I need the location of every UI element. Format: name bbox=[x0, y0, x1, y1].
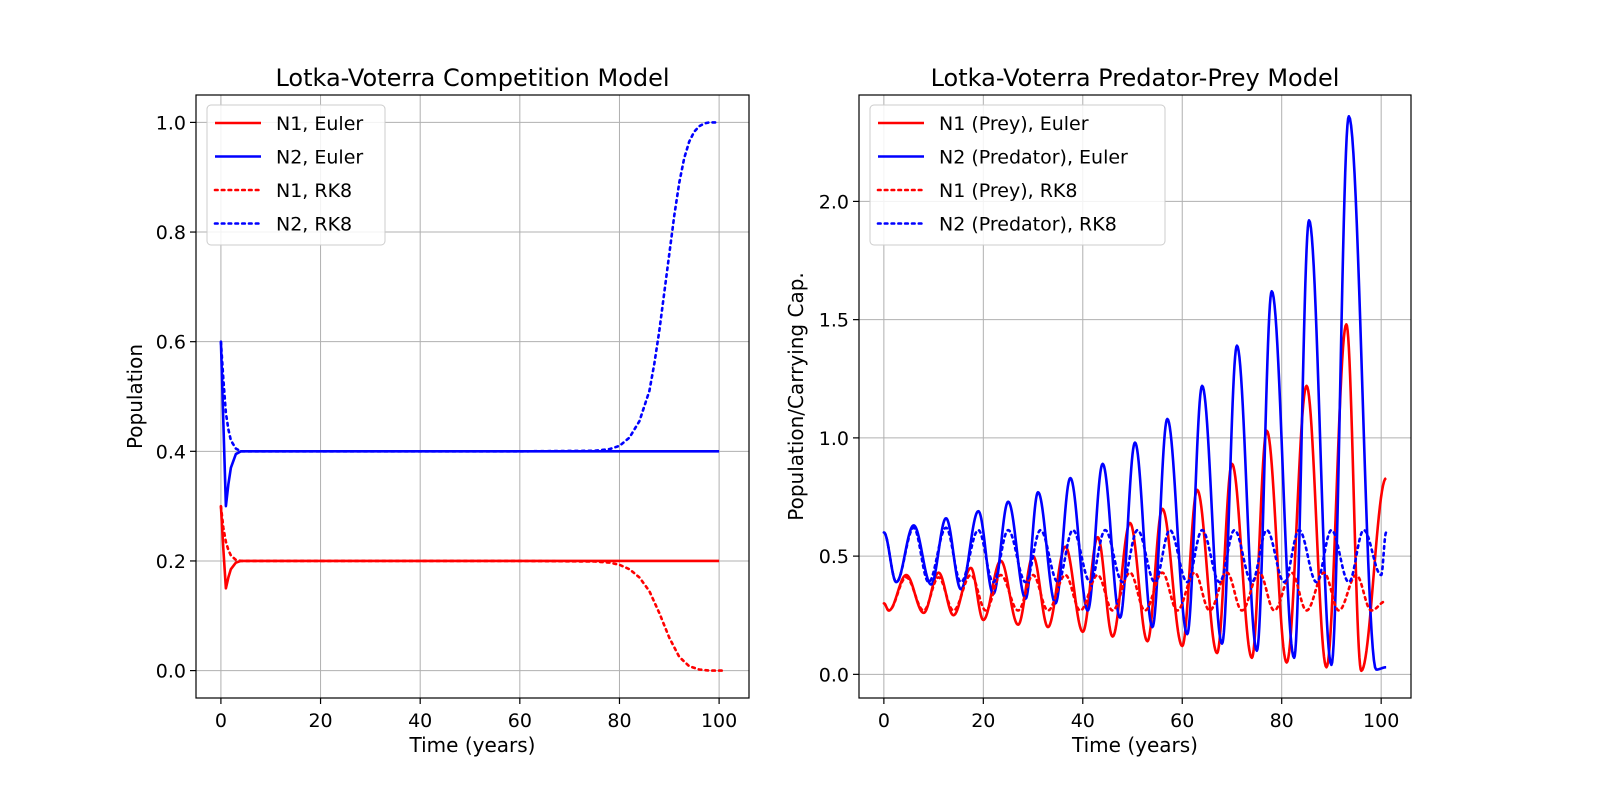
x-axis-label: Time (years) bbox=[1071, 733, 1198, 757]
chart-title: Lotka-Voterra Predator-Prey Model bbox=[931, 64, 1340, 92]
legend-box bbox=[206, 104, 386, 246]
legend-entry: N1 (Prey), Euler bbox=[939, 113, 1089, 135]
series-line-4 bbox=[882, 526, 1388, 584]
x-axis-label: Time (years) bbox=[409, 733, 536, 757]
y-tick-label: 0.8 bbox=[156, 222, 186, 244]
x-tick-label: 80 bbox=[1270, 710, 1294, 732]
legend-entry: N1 (Prey), RK8 bbox=[939, 180, 1077, 202]
y-tick-label: 1.5 bbox=[819, 310, 849, 332]
legend-entry: N2 (Predator), RK8 bbox=[939, 214, 1117, 236]
y-axis-label: Population bbox=[123, 344, 147, 449]
x-tick-label: 100 bbox=[701, 710, 737, 732]
y-tick-label: 0.2 bbox=[156, 551, 186, 573]
legend: N1 (Prey), Euler N2 (Predator), Euler N1 (… bbox=[869, 104, 1166, 246]
y-tick-label: 0.0 bbox=[156, 661, 186, 683]
series-line-1 bbox=[219, 506, 720, 590]
legend-entry: N2, Euler bbox=[276, 147, 363, 169]
x-tick-label: 0 bbox=[215, 710, 227, 732]
plot-frame bbox=[195, 94, 750, 699]
legend: N1, Euler N2, Euler N1, RK8 N2, RK8 bbox=[206, 104, 386, 246]
x-tick-label: 80 bbox=[607, 710, 631, 732]
legend-entry: N1, RK8 bbox=[276, 180, 352, 202]
y-tick-label: 0.5 bbox=[819, 546, 849, 568]
chart-predator-prey: 0 20 40 60 80 100 0.0 0.5 1.0 1.5 2.0 Lotka-Voterra… bbox=[784, 64, 1412, 757]
y-tick-label: 2.0 bbox=[819, 191, 849, 213]
chart-title: Lotka-Voterra Competition Model bbox=[275, 64, 669, 92]
x-tick-label: 40 bbox=[1071, 710, 1095, 732]
y-tick-label: 0.4 bbox=[156, 441, 186, 463]
x-tick-label: 60 bbox=[508, 710, 532, 732]
y-tick-label: 0.0 bbox=[819, 664, 849, 686]
x-tick-label: 100 bbox=[1363, 710, 1399, 732]
x-tick-label: 20 bbox=[971, 710, 995, 732]
series-line-4 bbox=[219, 121, 721, 453]
legend-entry: N2, RK8 bbox=[276, 214, 352, 236]
y-axis-label: Population/Carrying Cap. bbox=[784, 272, 808, 521]
y-tick-label: 1.0 bbox=[156, 112, 186, 134]
series-line-2 bbox=[883, 114, 1388, 671]
x-tick-label: 40 bbox=[408, 710, 432, 732]
legend-entry: N1, Euler bbox=[276, 113, 363, 135]
series-line-2 bbox=[219, 341, 720, 508]
legend-box bbox=[869, 104, 1166, 246]
plot-frame bbox=[858, 94, 1412, 699]
series-line-3 bbox=[882, 571, 1388, 612]
chart-competition: 0 20 40 60 80 100 0.0 0.2 0.4 0.6 0.8 1.0 Lotka-Vote… bbox=[123, 64, 750, 757]
y-tick-label: 0.6 bbox=[156, 332, 186, 354]
series-line-3 bbox=[219, 504, 726, 672]
y-tick-label: 1.0 bbox=[819, 428, 849, 450]
x-tick-label: 60 bbox=[1170, 710, 1194, 732]
series-line-1 bbox=[882, 323, 1387, 673]
x-tick-label: 0 bbox=[878, 710, 890, 732]
x-tick-label: 20 bbox=[308, 710, 332, 732]
legend-entry: N2 (Predator), Euler bbox=[939, 147, 1128, 169]
